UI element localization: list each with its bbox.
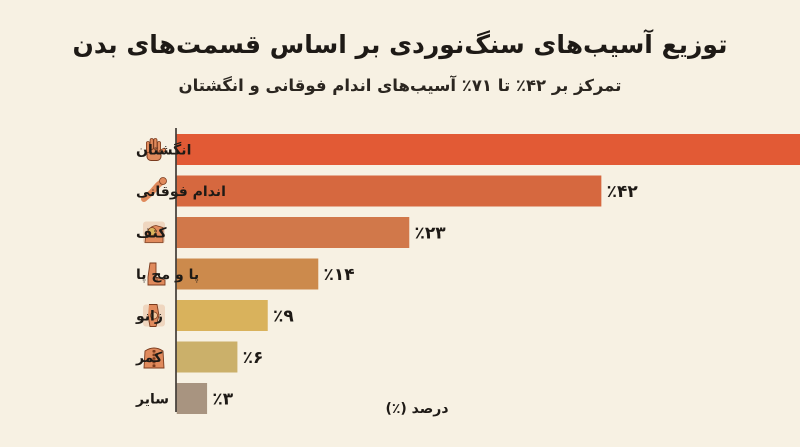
shoulder-icon <box>143 221 165 244</box>
hand-icon <box>145 138 167 161</box>
bar-5 <box>176 300 268 331</box>
foot-icon <box>147 262 166 286</box>
chart-subtitle: تمرکز بر ۴۲٪ تا ۷۱٪ آسیب‌های اندام فوقان… <box>178 76 622 95</box>
icons-layer <box>141 138 167 369</box>
bar-7 <box>176 383 208 414</box>
bar-1 <box>176 134 800 165</box>
value-label-4: ٪۱۴ <box>324 265 355 285</box>
category-label-5: زانو <box>135 309 163 325</box>
bar-6 <box>176 341 238 373</box>
chart-title: توزیع آسیب‌های سنگ‌نوردی بر اساس قسمت‌ها… <box>72 30 728 59</box>
back-icon <box>143 347 165 369</box>
category-label-4: پا و مچ پا <box>136 267 199 283</box>
bar-2 <box>176 175 602 207</box>
category-label-2: اندام فوقانی <box>136 184 226 200</box>
bar-4 <box>176 258 319 290</box>
knee-icon <box>143 304 165 327</box>
value-label-5: ٪۹ <box>273 307 294 327</box>
value-label-6: ٪۶ <box>243 348 264 368</box>
category-label-3: کتف <box>136 226 167 242</box>
category-label-6: کمر <box>135 350 163 366</box>
category-label-1: انگشتان <box>136 142 191 159</box>
category-label-7: سایر <box>135 392 169 408</box>
bar-3 <box>176 217 410 248</box>
arm-icon <box>141 177 167 202</box>
value-label-3: ٪۲۳ <box>415 224 447 244</box>
value-label-2: ٪۴۲ <box>607 182 639 202</box>
x-axis-label: درصد (٪) <box>385 401 449 417</box>
value-label-7: ٪۳ <box>212 390 233 410</box>
